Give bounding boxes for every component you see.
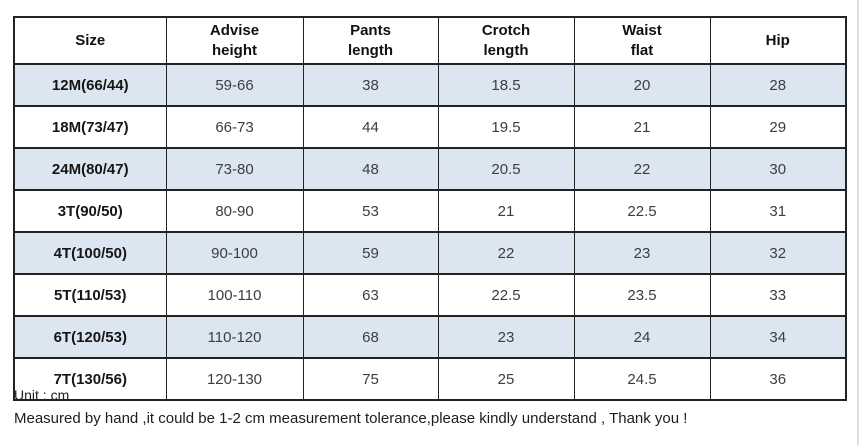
col-header-hip: Hip [709,16,847,65]
col-header-line: length [483,41,529,59]
value-cell: 22 [437,231,575,275]
value-cell: 44 [302,105,439,149]
size-cell: 4T(100/50) [13,231,167,275]
value-cell: 36 [709,357,847,401]
table-row: 4T(100/50) 90-100 59 22 23 32 [13,231,847,275]
unit-label: Unit : cm [14,387,70,403]
value-cell: 48 [302,147,439,191]
size-cell: 18M(73/47) [13,105,167,149]
value-cell: 19.5 [437,105,575,149]
value-cell: 20.5 [437,147,575,191]
col-header-line: flat [630,41,654,59]
value-cell: 28 [709,63,847,107]
size-cell: 3T(90/50) [13,189,167,233]
col-header-waist-flat: Waist flat [573,16,711,65]
table-row: 5T(110/53) 100-110 63 22.5 23.5 33 [13,273,847,317]
size-cell: 5T(110/53) [13,273,167,317]
value-cell: 24 [573,315,711,359]
table-row: 6T(120/53) 110-120 68 23 24 34 [13,315,847,359]
size-chart-table-container: Size Advise height Pants length Crotch l… [13,16,847,401]
table-row: 18M(73/47) 66-73 44 19.5 21 29 [13,105,847,149]
value-cell: 75 [302,357,439,401]
value-cell: 24.5 [573,357,711,401]
value-cell: 29 [709,105,847,149]
size-cell: 7T(130/56) [13,357,167,401]
value-cell: 90-100 [165,231,304,275]
value-cell: 23 [437,315,575,359]
col-header-line: Advise [209,21,260,39]
value-cell: 18.5 [437,63,575,107]
value-cell: 59-66 [165,63,304,107]
col-header-size: Size [13,16,167,65]
value-cell: 23.5 [573,273,711,317]
table-row: 12M(66/44) 59-66 38 18.5 20 28 [13,63,847,107]
col-header-line: Pants [350,21,391,39]
table-header-row: Size Advise height Pants length Crotch l… [13,16,847,65]
size-table-body: 12M(66/44) 59-66 38 18.5 20 28 18M(73/47) 66-73… [13,63,847,401]
value-cell: 31 [709,189,847,233]
col-header-line: Waist [622,21,662,39]
col-header-pants-length: Pants length [302,16,439,65]
col-header-line: length [348,41,393,59]
table-row: 3T(90/50) 80-90 53 21 22.5 31 [13,189,847,233]
value-cell: 53 [302,189,439,233]
value-cell: 66-73 [165,105,304,149]
size-cell: 12M(66/44) [13,63,167,107]
value-cell: 80-90 [165,189,304,233]
value-cell: 59 [302,231,439,275]
tolerance-note: Measured by hand ,it could be 1-2 cm mea… [14,410,688,427]
value-cell: 22 [573,147,711,191]
col-header-line: Size [75,31,106,49]
value-cell: 120-130 [165,357,304,401]
value-cell: 21 [437,189,575,233]
size-chart-table: Size Advise height Pants length Crotch l… [13,16,847,401]
col-header-advise-height: Advise height [165,16,304,65]
value-cell: 21 [573,105,711,149]
table-row: 24M(80/47) 73-80 48 20.5 22 30 [13,147,847,191]
value-cell: 63 [302,273,439,317]
value-cell: 68 [302,315,439,359]
value-cell: 22.5 [437,273,575,317]
value-cell: 20 [573,63,711,107]
value-cell: 100-110 [165,273,304,317]
value-cell: 110-120 [165,315,304,359]
value-cell: 22.5 [573,189,711,233]
value-cell: 34 [709,315,847,359]
value-cell: 38 [302,63,439,107]
right-edge-line [857,0,859,445]
value-cell: 32 [709,231,847,275]
size-cell: 6T(120/53) [13,315,167,359]
col-header-crotch-length: Crotch length [437,16,575,65]
col-header-line: Crotch [481,21,531,39]
col-header-line: Hip [765,31,790,49]
col-header-line: height [212,41,257,59]
table-row: 7T(130/56) 120-130 75 25 24.5 36 [13,357,847,401]
size-cell: 24M(80/47) [13,147,167,191]
value-cell: 30 [709,147,847,191]
value-cell: 25 [437,357,575,401]
value-cell: 73-80 [165,147,304,191]
value-cell: 33 [709,273,847,317]
value-cell: 23 [573,231,711,275]
